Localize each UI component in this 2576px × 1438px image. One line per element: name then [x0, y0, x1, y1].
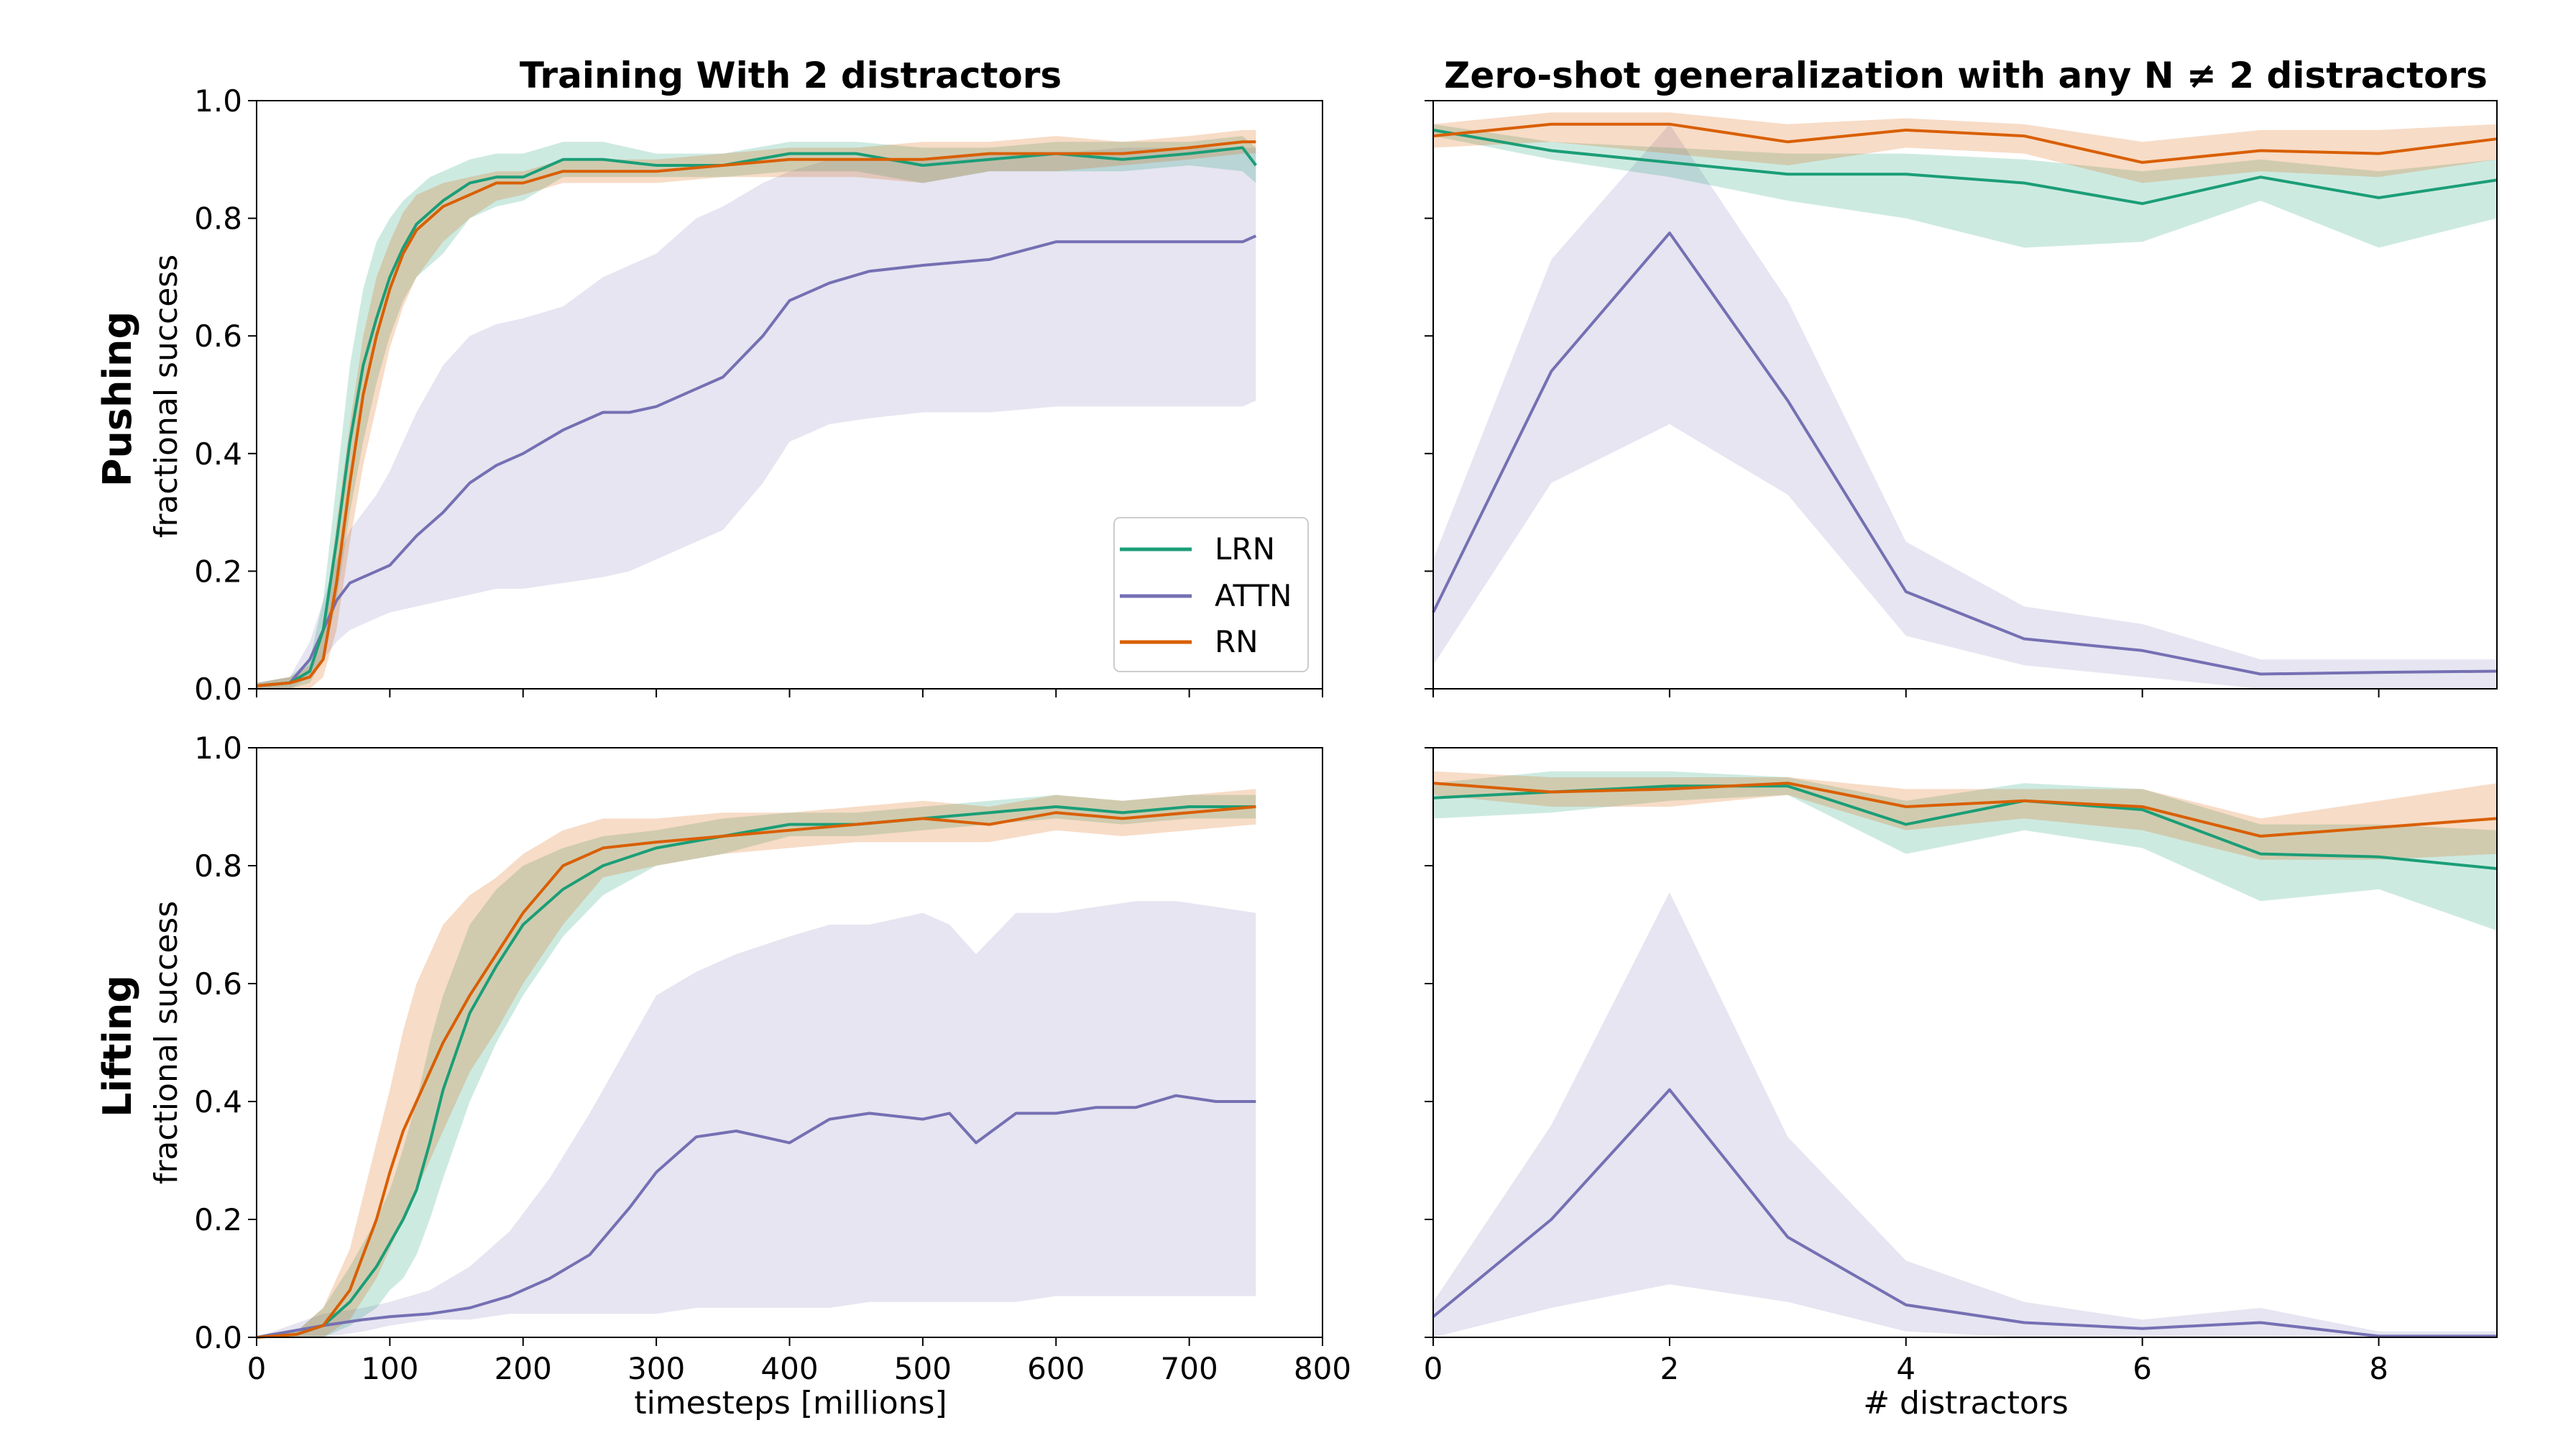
band-attn [257, 147, 1256, 689]
xtick-label: 200 [494, 1351, 552, 1386]
line-attn [1432, 232, 2498, 676]
panel-training-lifting: 0.0 0.2 0.4 0.6 0.8 1.0 0 100 200 300 400 500 600 700… [194, 731, 1351, 1386]
ytick-label: 0.4 [194, 436, 242, 472]
panel-zeroshot-pushing [1425, 100, 2498, 697]
band-rn [1433, 771, 2497, 860]
xtick-label: 0 [247, 1351, 267, 1386]
legend-label-lrn: LRN [1215, 531, 1275, 567]
band-attn [1433, 892, 2497, 1337]
line-attn [256, 1094, 1256, 1339]
xtick-label: 100 [361, 1351, 418, 1386]
band-rn [257, 789, 1256, 1337]
line-rn [1432, 782, 2498, 838]
xtick-label: 0 [1424, 1351, 1443, 1386]
ytick-label: 0.6 [194, 319, 242, 354]
xtick-label: 2 [1660, 1351, 1680, 1386]
ytick-label: 1.0 [194, 731, 242, 766]
axes-frame [1432, 100, 2498, 690]
xtick-label: 700 [1161, 1351, 1218, 1386]
ytick-label: 0.4 [194, 1084, 242, 1119]
xtick-label: 4 [1896, 1351, 1915, 1386]
line-lrn [256, 146, 1257, 687]
xtick-label: 800 [1294, 1351, 1351, 1386]
line-lrn [1432, 128, 2498, 206]
xtick-label: 600 [1027, 1351, 1085, 1386]
ytick-label: 1.0 [194, 83, 242, 119]
ytick-label: 0.0 [194, 1320, 242, 1355]
band-attn [1433, 124, 2497, 689]
col-title-training: Training With 2 distractors [520, 55, 1062, 96]
row-label-lifting: Lifting [95, 975, 140, 1117]
xtick-label: 6 [2133, 1351, 2152, 1386]
ylabel-bottom: fractional success [148, 901, 185, 1184]
band-rn [1433, 112, 2497, 183]
legend-label-attn: ATTN [1215, 578, 1292, 613]
ytick-label: 0.8 [194, 201, 242, 237]
legend: LRN ATTN RN [1113, 517, 1309, 672]
line-lrn [256, 805, 1256, 1339]
ytick-label: 0.2 [194, 1202, 242, 1237]
xlabel-timesteps: timesteps [millions] [634, 1385, 947, 1421]
band-attn [257, 901, 1256, 1337]
band-lrn [257, 794, 1256, 1337]
legend-label-rn: RN [1215, 624, 1259, 659]
line-attn [1432, 1088, 2497, 1338]
xtick-label: 500 [894, 1351, 952, 1386]
ytick-label: 0.8 [194, 848, 242, 884]
line-lrn [1432, 784, 2498, 871]
col-title-zeroshot: Zero-shot generalization with any N ≠ 2 … [1444, 55, 2488, 96]
legend-frame [1113, 517, 1309, 672]
ytick-label: 0.0 [194, 672, 242, 707]
band-lrn [1433, 124, 2497, 248]
xtick-label: 300 [627, 1351, 685, 1386]
line-rn [256, 140, 1256, 687]
ytick-label: 0.2 [194, 554, 242, 589]
line-attn [256, 234, 1257, 687]
xlabel-distractors: # distractors [1863, 1385, 2069, 1421]
ytick-label: 0.6 [194, 966, 242, 1002]
row-label-pushing: Pushing [95, 311, 140, 487]
line-rn [1432, 122, 2498, 164]
panel-training-pushing: 0.0 0.2 0.4 0.6 0.8 1.0 [194, 83, 1323, 707]
panel-zeroshot-lifting: 0 2 4 6 8 [1424, 747, 2498, 1386]
ylabel-top: fractional success [148, 255, 185, 538]
xtick-label: 8 [2369, 1351, 2388, 1386]
axes-frame [1432, 747, 2498, 1338]
line-rn [256, 805, 1256, 1339]
xtick-label: 400 [760, 1351, 818, 1386]
